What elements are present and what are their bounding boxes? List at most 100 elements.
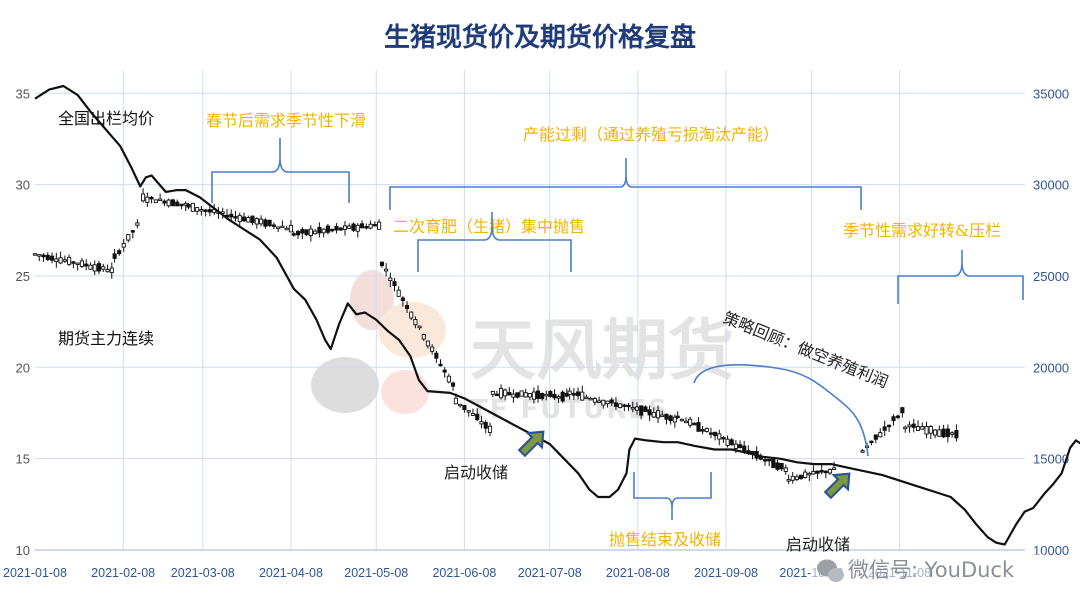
bracket-strategy-review xyxy=(693,364,869,457)
candle-body xyxy=(827,469,833,474)
candle-body xyxy=(62,259,67,262)
candle-body xyxy=(815,470,820,474)
candle-body xyxy=(499,387,504,399)
candle-body xyxy=(900,407,905,414)
candle-body xyxy=(186,204,191,208)
candle-body xyxy=(700,429,705,432)
annotation-strategy-review: 策略回顾：做空养殖利润 xyxy=(721,308,891,392)
candle-body xyxy=(560,391,565,402)
x-axis-tick-label: 2021-08-08 xyxy=(606,566,670,580)
x-axis-tick-label: 2021-07-08 xyxy=(518,566,582,580)
right-axis-tick-label: 35000 xyxy=(1033,86,1069,101)
candle-body xyxy=(540,393,545,400)
candle-body xyxy=(359,223,365,229)
candle-body xyxy=(597,400,602,403)
candle-body xyxy=(704,428,709,432)
candle-body xyxy=(462,404,467,411)
candle-body xyxy=(117,250,122,255)
candle-body xyxy=(351,223,356,231)
candle-body xyxy=(548,391,553,397)
candle-body xyxy=(442,369,447,373)
candle-body xyxy=(803,471,808,478)
bracket-overcapacity xyxy=(389,158,862,210)
candle-body xyxy=(237,215,242,223)
candle-body xyxy=(523,392,528,398)
candle-body xyxy=(166,199,171,207)
candle-body xyxy=(767,458,772,462)
candle-body xyxy=(794,476,799,480)
candle-body xyxy=(576,391,581,397)
candle-body xyxy=(364,226,369,229)
candle-body xyxy=(622,404,627,407)
label-spot-series: 全国出栏均价 xyxy=(58,109,154,128)
x-axis-tick-label: 2021-09-08 xyxy=(694,566,758,580)
x-axis-tick-label: 2021-03-08 xyxy=(171,566,235,580)
candle-body xyxy=(259,218,264,225)
wechat-icon xyxy=(817,559,844,582)
candle-body xyxy=(535,390,541,399)
x-axis-tick-label: 2021-01-08 xyxy=(3,566,67,580)
candle-body xyxy=(954,429,959,439)
candle-body xyxy=(738,444,743,449)
candle-body xyxy=(453,397,458,405)
spot-price-line xyxy=(34,84,1080,546)
right-axis-tick-label: 25000 xyxy=(1033,269,1069,284)
annotation-storage-start-2: 启动收储 xyxy=(786,535,850,554)
candle-body xyxy=(321,228,326,234)
arrow-icon xyxy=(823,472,851,500)
candle-body xyxy=(887,424,892,428)
candle-body xyxy=(626,404,631,408)
bracket-spring-decline xyxy=(211,138,350,203)
candle-body xyxy=(175,201,180,207)
left-axis-tick-label: 25 xyxy=(16,269,30,284)
candle-body xyxy=(409,311,414,319)
candle-body xyxy=(668,415,673,422)
candle-body xyxy=(882,426,887,431)
candle-body xyxy=(79,260,84,267)
bracket-seasonal-recovery xyxy=(897,250,1024,304)
candle-body xyxy=(203,209,208,212)
candle-body xyxy=(417,325,422,329)
candle-body xyxy=(330,228,335,232)
candle-body xyxy=(355,224,360,232)
candle-body xyxy=(531,391,536,400)
candle-body xyxy=(907,424,912,428)
candle-body xyxy=(121,243,126,248)
candle-body xyxy=(790,475,795,481)
candle-body xyxy=(733,443,738,449)
candle-body xyxy=(50,255,55,261)
candle-body xyxy=(630,407,635,410)
candle-body xyxy=(487,425,493,433)
candle-body xyxy=(807,472,812,476)
candle-body xyxy=(308,228,313,236)
candle-body xyxy=(605,400,610,405)
candle-body xyxy=(527,393,532,398)
candle-body xyxy=(564,393,569,397)
left-axis-tick-label: 10 xyxy=(16,543,30,558)
candle-body xyxy=(425,340,431,347)
candle-body xyxy=(263,219,268,227)
candle-body xyxy=(96,263,102,272)
candle-body xyxy=(475,413,480,421)
candle-body xyxy=(267,219,272,227)
x-axis-tick-label: 2021-02-08 xyxy=(91,566,155,580)
left-axis-tick-label: 15 xyxy=(16,452,30,467)
tf-futures-watermark: 天风期货 TF FUTURES xyxy=(311,270,734,425)
candle-body xyxy=(832,467,837,470)
candle-body xyxy=(446,375,451,383)
candle-body xyxy=(503,389,508,397)
candle-body xyxy=(643,406,648,413)
x-axis-tick-label: 2021-05-08 xyxy=(344,566,408,580)
candle-body xyxy=(162,200,167,204)
chart-title: 生猪现货价及期货价格复盘 xyxy=(384,22,696,53)
candle-body xyxy=(544,393,549,397)
candle-body xyxy=(588,397,593,401)
left-axis-tick-label: 20 xyxy=(16,360,30,375)
candle-body xyxy=(288,224,293,233)
candle-body xyxy=(372,224,377,227)
candle-body xyxy=(592,398,597,403)
watermark-text-cn: 天风期货 xyxy=(470,312,734,389)
candle-body xyxy=(413,319,418,326)
candle-body xyxy=(679,418,684,422)
